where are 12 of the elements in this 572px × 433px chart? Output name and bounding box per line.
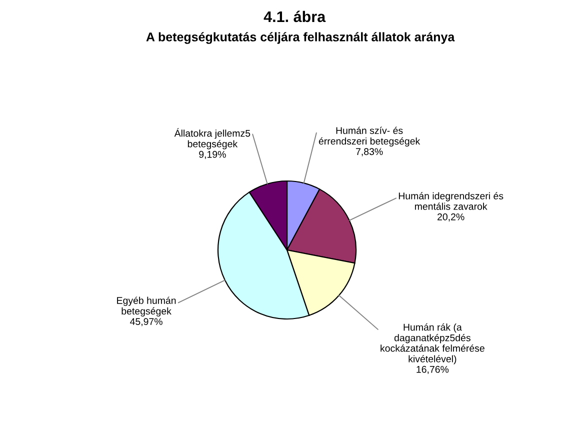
data-label: 9,19%	[199, 150, 226, 159]
slice-label: Humán szív- és érrendszeri betegségek	[318, 126, 420, 147]
data-label: 45,97%	[130, 318, 162, 326]
slice-label: Humán rák (a daganatképz5dés kockázatának felmérése kivételével)	[380, 323, 484, 364]
slice-label: Állatokra jellemz5 betegségek	[174, 128, 250, 150]
slice-label: Humán idegrendszeri és mentális zavarok	[398, 192, 504, 210]
slice-label: Egyéb humán betegségek	[117, 296, 176, 316]
data-label: 16,76%	[416, 366, 449, 374]
data-label: 20,2%	[438, 213, 464, 222]
chart-title: 4.1. ábra	[264, 10, 326, 22]
data-label: 7,83%	[356, 148, 383, 156]
chart-subtitle: A betegségkutatás céljára felhasznált állatok aránya	[146, 32, 455, 44]
